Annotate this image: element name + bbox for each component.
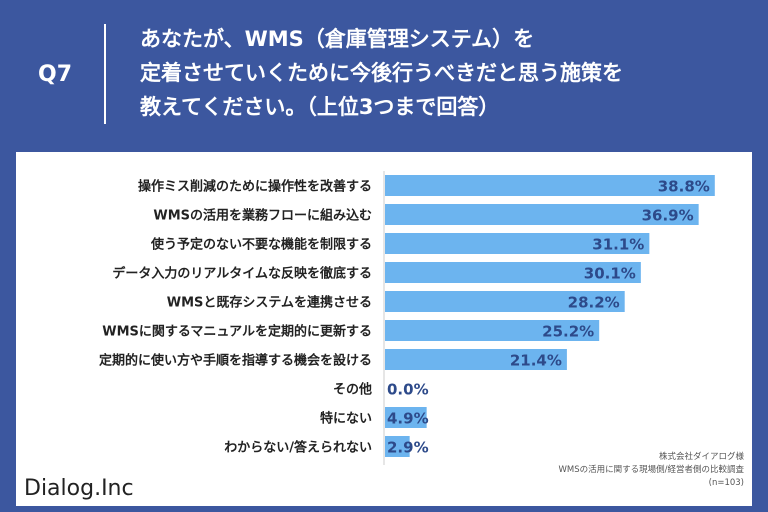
value-label: 31.1% <box>592 236 644 254</box>
category-label: その他 <box>333 382 372 398</box>
question-number: Q7 <box>38 62 73 87</box>
source-line-1: 株式会社ダイアログ様 <box>658 452 744 462</box>
source-note: 株式会社ダイアログ様 WMSの活用に関する現場側/経営者側の比較調査 (n=10… <box>484 451 745 490</box>
bar <box>385 291 625 312</box>
company-logo: Dialog.Inc <box>24 476 134 501</box>
bar <box>385 320 600 341</box>
category-label: WMSの活用を業務フローに組み込む <box>153 208 372 224</box>
bar <box>385 349 567 370</box>
value-label: 0.0% <box>387 381 429 399</box>
bar-chart: 操作ミス削減のために操作性を改善する 38.8% WMSの活用を業務フローに組み込む… <box>98 171 715 465</box>
bar <box>385 407 427 428</box>
bar <box>385 262 641 283</box>
value-label: 38.8% <box>658 178 710 196</box>
category-label: 定期的に使い方や手順を指導する機会を設ける <box>98 353 372 369</box>
chart-panel: 操作ミス削減のために操作性を改善する 38.8% WMSの活用を業務フローに組み込む… <box>16 152 752 506</box>
question-text: あなたが、WMS（倉庫管理システム）を 定着させていくために今後行うべきだと思う… <box>140 22 740 124</box>
bar <box>385 204 699 225</box>
source-line-2: WMSの活用に関する現場側/経営者側の比較調査 <box>558 465 745 475</box>
category-label: 使う予定のない不要な機能を制限する <box>150 237 372 253</box>
bar <box>385 175 715 196</box>
source-line-3: (n=103) <box>708 478 744 488</box>
value-label: 2.9% <box>387 439 429 457</box>
category-label: 特にない <box>320 411 372 427</box>
value-label: 36.9% <box>642 207 694 225</box>
value-label: 21.4% <box>510 352 562 370</box>
category-label: 操作ミス削減のために操作性を改善する <box>138 179 372 195</box>
question-line-1: あなたが、WMS（倉庫管理システム）を <box>140 27 535 51</box>
bar <box>385 436 410 457</box>
category-label: WMSと既存システムを連携させる <box>167 295 372 311</box>
question-line-2: 定着させていくために今後行うべきだと思う施策を <box>140 61 623 85</box>
value-label: 28.2% <box>568 294 620 312</box>
category-label: WMSに関するマニュアルを定期的に更新する <box>102 324 372 340</box>
category-label: わからない/答えられない <box>224 440 372 456</box>
question-line-3: 教えてください。（上位3つまで回答） <box>140 95 500 119</box>
value-label: 30.1% <box>584 265 636 283</box>
value-label: 25.2% <box>542 323 594 341</box>
value-label: 4.9% <box>387 410 429 428</box>
bar <box>385 233 650 254</box>
header-divider <box>104 24 106 124</box>
category-label: データ入力のリアルタイムな反映を徹底する <box>112 266 372 282</box>
